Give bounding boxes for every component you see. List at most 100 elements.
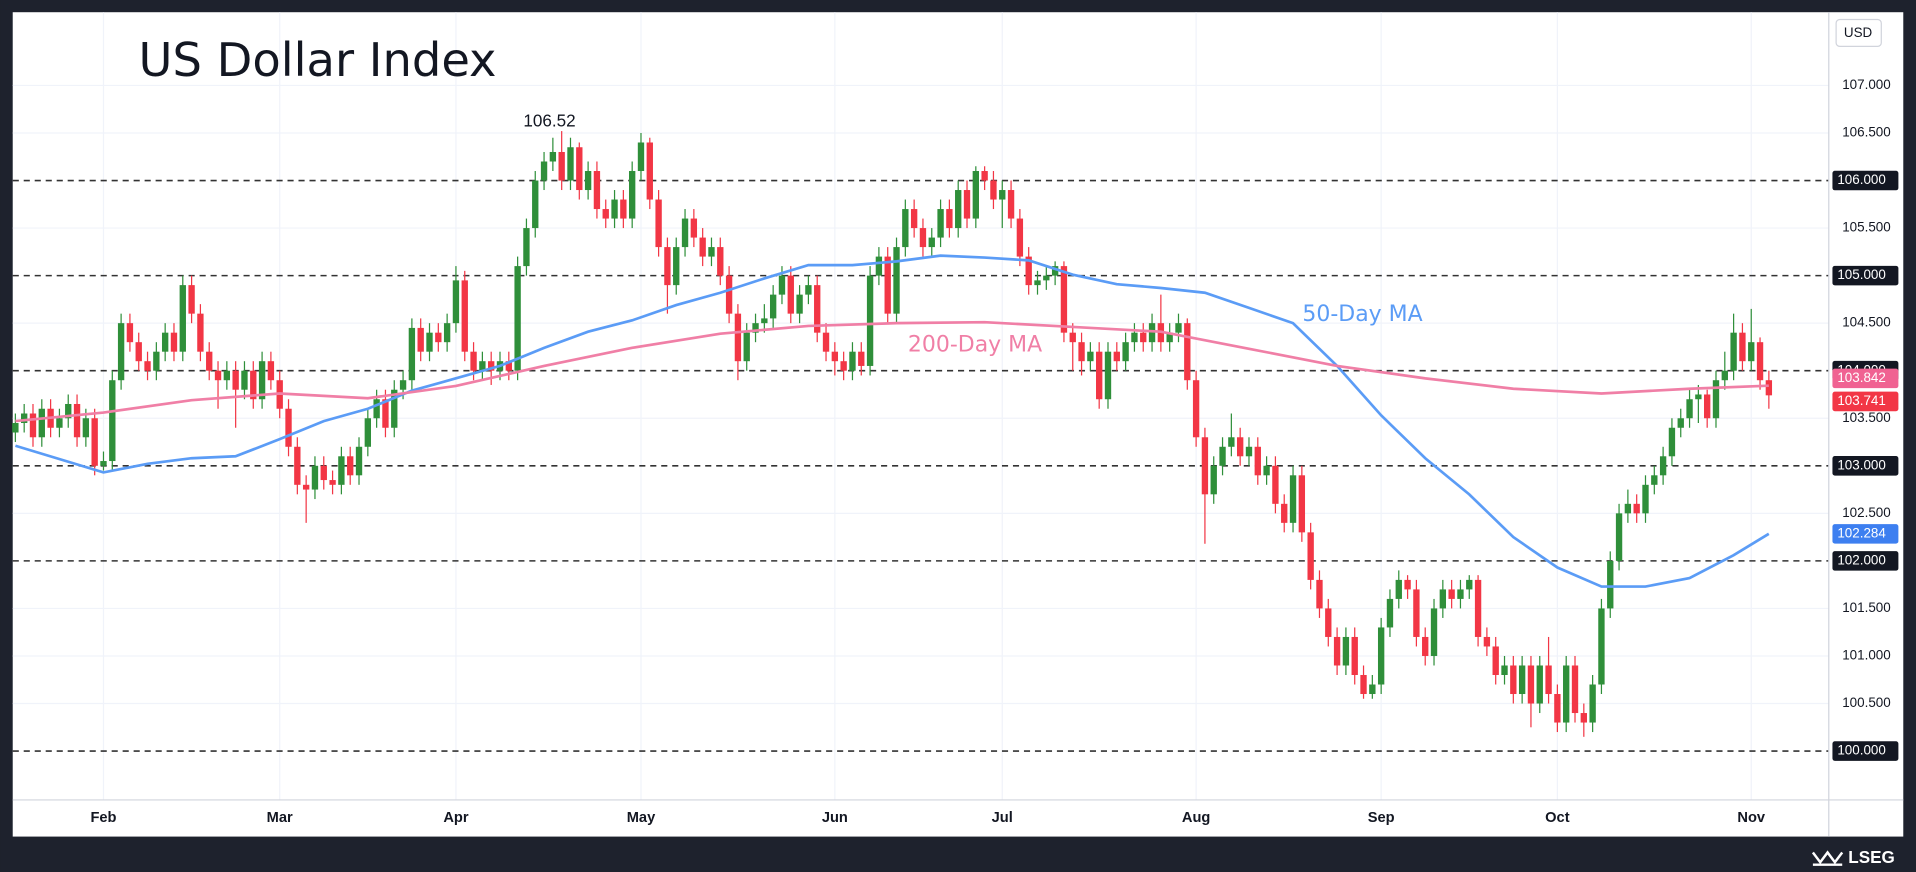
candle-body: [1034, 280, 1041, 286]
y-tick-label: 103.500: [1842, 410, 1891, 425]
candle-body: [135, 342, 142, 362]
candle-body: [734, 313, 742, 362]
candle-body: [796, 294, 803, 314]
x-tick-label: Oct: [1545, 810, 1570, 826]
candle-body: [576, 147, 583, 191]
moving-average-line: [15, 254, 1770, 588]
x-tick-label: Jul: [992, 810, 1013, 826]
candle-body: [1263, 465, 1270, 476]
level-box: [1832, 170, 1899, 191]
candle-body: [1007, 190, 1015, 219]
candle-body: [56, 418, 63, 428]
price-label-box: [1832, 368, 1899, 389]
x-tick-label: Sep: [1368, 810, 1395, 826]
candle-body: [214, 370, 222, 381]
candle-body: [690, 218, 698, 238]
candle-body: [479, 361, 486, 371]
candle-body: [637, 142, 645, 172]
candle-body: [584, 171, 592, 191]
candle-body: [1360, 674, 1367, 695]
candle-body: [1104, 351, 1112, 400]
candle-body: [461, 280, 468, 352]
candle-body: [1448, 589, 1455, 599]
candle-body: [972, 171, 979, 219]
candle-body: [1554, 694, 1561, 723]
y-tick-label: 105.500: [1842, 220, 1891, 235]
candle-body: [73, 403, 81, 438]
candle-body: [1307, 532, 1314, 580]
y-tick-label: 101.500: [1842, 600, 1891, 615]
candle-body: [1369, 684, 1376, 695]
candle-body: [373, 399, 380, 419]
candle-body: [814, 285, 821, 333]
candle-body: [549, 151, 557, 162]
candle-body: [708, 247, 715, 257]
candle-body: [153, 351, 160, 371]
candle-body: [1712, 380, 1720, 419]
candle-body: [1466, 579, 1473, 590]
candle-body: [1739, 332, 1746, 362]
candle-body: [593, 171, 601, 210]
candle-body: [21, 413, 28, 424]
candle-body: [1677, 418, 1684, 428]
candle-body: [1316, 579, 1323, 609]
candle-body: [267, 361, 275, 381]
candle-body: [1686, 399, 1693, 419]
candle-body: [1140, 332, 1147, 343]
currency: USD: [1844, 25, 1873, 40]
candle-body: [12, 423, 19, 433]
candle-body: [532, 180, 539, 229]
price-label-box: [1832, 524, 1899, 544]
candle-body: [117, 323, 125, 381]
candle-body: [1483, 636, 1491, 647]
candle-body: [902, 209, 909, 248]
candle-body: [1704, 394, 1711, 419]
x-tick-label: Feb: [90, 810, 116, 826]
candle-body: [347, 456, 354, 476]
candle-body: [1659, 456, 1667, 476]
candle-body: [567, 147, 574, 181]
candle-body: [1439, 589, 1447, 609]
candle-body: [1166, 332, 1173, 343]
candle-body: [232, 370, 239, 390]
candle-body: [258, 361, 266, 400]
candle-body: [946, 209, 953, 229]
candle-body: [505, 361, 512, 371]
candle-body: [1668, 427, 1676, 457]
candle-body: [831, 351, 839, 362]
series-label: 200-Day MA: [908, 333, 1042, 358]
candle-body: [1175, 323, 1182, 333]
candle-body: [1051, 266, 1059, 276]
candle-body: [981, 171, 988, 181]
candle-body: [1536, 665, 1543, 704]
candle-body: [38, 408, 45, 438]
candle-body: [611, 199, 618, 219]
candle-body: [999, 190, 1006, 200]
x-tick-label: Jun: [822, 810, 848, 826]
candle-body: [1571, 665, 1579, 714]
candle-body: [355, 446, 363, 476]
candle-body: [1228, 437, 1235, 447]
candle-body: [602, 209, 609, 219]
candle-body: [1060, 266, 1068, 333]
candle-body: [1642, 484, 1649, 514]
candle-body: [858, 351, 865, 366]
candle-body: [144, 361, 151, 371]
chart-area: [12, 12, 1904, 837]
candle-body: [179, 285, 186, 352]
candle-body: [311, 465, 319, 490]
candle-body: [1254, 446, 1261, 476]
candle-body: [1325, 608, 1332, 637]
candle-body: [1422, 636, 1429, 656]
candle-body: [778, 275, 786, 295]
candle-body: [514, 266, 521, 371]
y-tick-label: 100.500: [1842, 695, 1891, 710]
candle-body: [29, 413, 37, 438]
candle-body: [408, 327, 416, 381]
candle-body: [620, 199, 627, 219]
candle-body: [452, 280, 460, 324]
candle-body: [699, 237, 706, 257]
candle-body: [65, 403, 72, 419]
